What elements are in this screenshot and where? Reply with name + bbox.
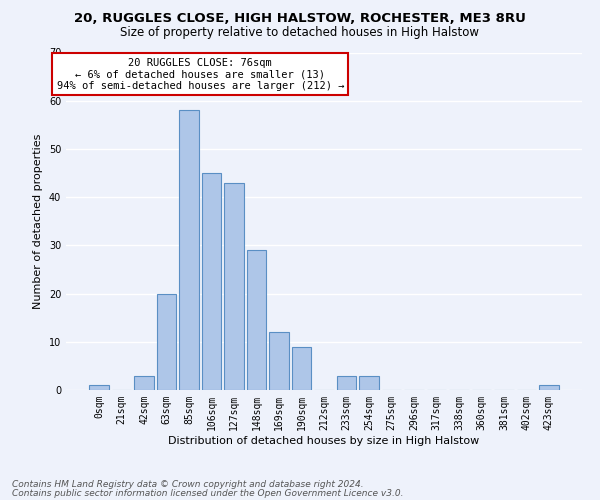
Bar (224, 182, 244, 390)
Text: 20 RUGGLES CLOSE: 76sqm
← 6% of detached houses are smaller (13)
94% of semi-det: 20 RUGGLES CLOSE: 76sqm ← 6% of detached… (56, 58, 344, 91)
Text: 20, RUGGLES CLOSE, HIGH HALSTOW, ROCHESTER, ME3 8RU: 20, RUGGLES CLOSE, HIGH HALSTOW, ROCHEST… (74, 12, 526, 26)
X-axis label: Distribution of detached houses by size in High Halstow: Distribution of detached houses by size … (169, 436, 479, 446)
Text: Size of property relative to detached houses in High Halstow: Size of property relative to detached ho… (121, 26, 479, 39)
Text: Contains HM Land Registry data © Crown copyright and database right 2024.: Contains HM Land Registry data © Crown c… (12, 480, 364, 489)
Bar (269, 332, 289, 390)
Bar (247, 250, 266, 390)
Y-axis label: Number of detached properties: Number of detached properties (33, 134, 43, 309)
Bar (539, 385, 559, 390)
Bar (359, 376, 379, 390)
Bar (202, 173, 221, 390)
Text: Contains public sector information licensed under the Open Government Licence v3: Contains public sector information licen… (12, 489, 404, 498)
Bar (89, 385, 109, 390)
Bar (292, 346, 311, 390)
Bar (337, 376, 356, 390)
Bar (157, 294, 176, 390)
Bar (179, 110, 199, 390)
Bar (134, 376, 154, 390)
